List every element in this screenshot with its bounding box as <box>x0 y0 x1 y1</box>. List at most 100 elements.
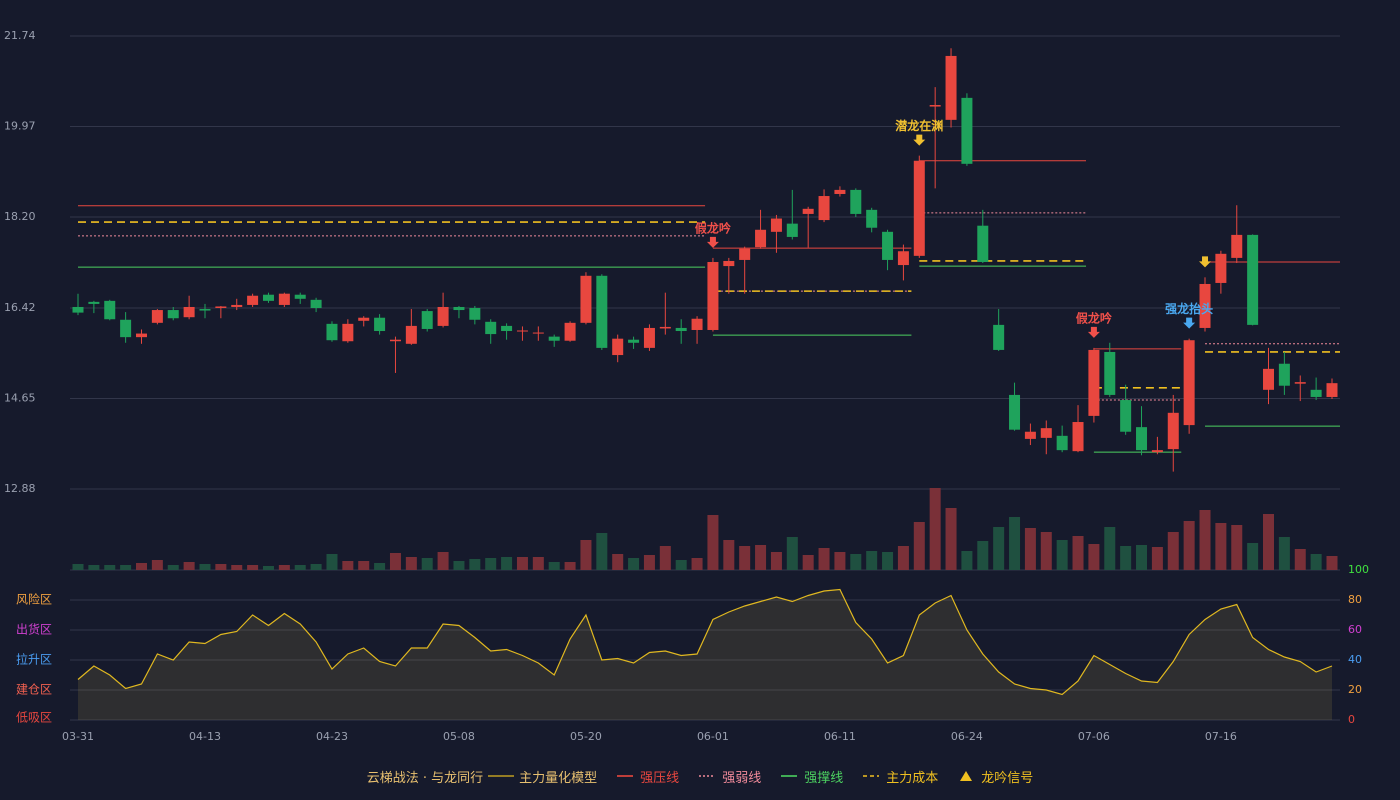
legend-label: 强弱线 <box>722 770 762 786</box>
candle-body <box>643 327 655 348</box>
signal-arrow <box>1183 317 1196 329</box>
x-tick-label: 06-11 <box>824 730 856 743</box>
volume-bar <box>278 565 290 570</box>
volume-bar <box>104 565 116 570</box>
x-tick-label: 06-24 <box>951 730 983 743</box>
candle-body <box>167 310 179 319</box>
volume-bar <box>945 508 957 570</box>
y-tick-label: 21.74 <box>4 29 36 42</box>
legend-icon <box>960 771 973 781</box>
legend-label: 强压线 <box>640 770 680 786</box>
x-tick-label: 03-31 <box>62 730 94 743</box>
volume-bar <box>1151 547 1163 570</box>
legend-label: 强撑线 <box>804 770 844 786</box>
volume-bar <box>294 565 306 570</box>
candle-body <box>183 306 195 318</box>
candle-body <box>104 300 116 320</box>
legend-item: 龙吟信号 <box>956 767 1033 786</box>
chart: 12.88 14.65 16.42 18.20 19.97 21.74 0 20 40 60 80 1… <box>4 29 1369 743</box>
zone-label: 风险区 <box>16 592 52 607</box>
volume-bar <box>421 558 433 570</box>
signal-arrow <box>1087 326 1100 338</box>
volume-bar <box>1231 525 1243 570</box>
candle-body <box>342 323 354 342</box>
volume-bar <box>516 557 528 570</box>
candle-body <box>564 322 576 341</box>
candle-body <box>215 306 227 309</box>
volume-bar <box>1247 543 1259 570</box>
x-tick-label: 05-20 <box>570 730 602 743</box>
volume-bar <box>755 545 767 570</box>
candle-body <box>1136 427 1148 451</box>
volume-bar <box>675 560 687 570</box>
candle-body <box>310 299 322 309</box>
candle-body <box>548 336 560 341</box>
candle-body <box>707 261 719 330</box>
volume-bar <box>485 558 497 570</box>
zone-label: 建仓区 <box>16 683 52 697</box>
signal-arrow <box>1199 256 1212 268</box>
volume-bar <box>961 551 973 570</box>
candle-body <box>897 251 909 266</box>
zone-label: 拉升区 <box>16 652 52 667</box>
volume-bar <box>1056 540 1068 570</box>
volume-bar <box>580 540 592 570</box>
volume-bar <box>723 540 735 570</box>
volume-bar <box>929 488 941 570</box>
candle-body <box>739 248 751 260</box>
volume-bar <box>1215 523 1227 570</box>
candle-body <box>1199 283 1211 328</box>
candle-body <box>1151 450 1163 453</box>
candle-body <box>945 55 957 120</box>
legend-icon <box>699 775 716 777</box>
volume-bar <box>882 552 894 570</box>
x-tick-label: 06-01 <box>697 730 729 743</box>
candle-body <box>1310 389 1322 397</box>
volume-bar <box>262 566 274 570</box>
x-tick-label: 05-08 <box>443 730 475 743</box>
candle-body <box>1231 234 1243 258</box>
candle-body <box>1056 435 1068 451</box>
candle-body <box>628 339 640 343</box>
candle-body <box>612 338 624 356</box>
volume-bar <box>183 562 195 570</box>
y2-tick-label: 100 <box>1348 563 1369 576</box>
candle-body <box>802 208 814 214</box>
x-tick-label: 07-16 <box>1205 730 1237 743</box>
volume-bar <box>643 555 655 570</box>
y-tick-label: 16.42 <box>4 301 36 314</box>
volume-bar <box>374 563 386 570</box>
candle-body <box>1088 349 1100 416</box>
signal-arrow <box>913 134 926 146</box>
candle-body <box>913 160 925 256</box>
volume-bar <box>1040 532 1052 570</box>
signal-label: 潜龙在渊 <box>895 118 943 133</box>
candle-body <box>405 325 417 344</box>
candle-body <box>580 275 592 323</box>
candle-body <box>326 323 338 341</box>
volume-bar <box>1120 546 1132 570</box>
candle-body <box>358 317 370 321</box>
x-tick-label: 07-06 <box>1078 730 1110 743</box>
signal-label: 假龙吟 <box>1076 310 1112 325</box>
candle-body <box>1072 422 1084 452</box>
volume-bar <box>231 565 243 570</box>
y2-tick-label: 60 <box>1348 623 1362 636</box>
candle-body <box>1040 428 1052 438</box>
volume-bar <box>389 553 401 570</box>
candle-body <box>1294 382 1306 384</box>
candle-body <box>374 317 386 332</box>
volume-bar <box>596 533 608 570</box>
signal-label: 假龙吟 <box>695 220 731 235</box>
volume-bar <box>628 558 640 570</box>
candle-body <box>770 218 782 232</box>
volume-bar <box>850 554 862 570</box>
candle-body <box>818 196 830 221</box>
candle-body <box>453 306 465 311</box>
candle-body <box>1024 431 1036 439</box>
candle-body <box>199 309 211 311</box>
candle-body <box>961 97 973 164</box>
legend-item: 强压线 <box>615 767 679 786</box>
legend-label: 龙吟信号 <box>981 770 1034 786</box>
indicator-line <box>77 588 1333 696</box>
